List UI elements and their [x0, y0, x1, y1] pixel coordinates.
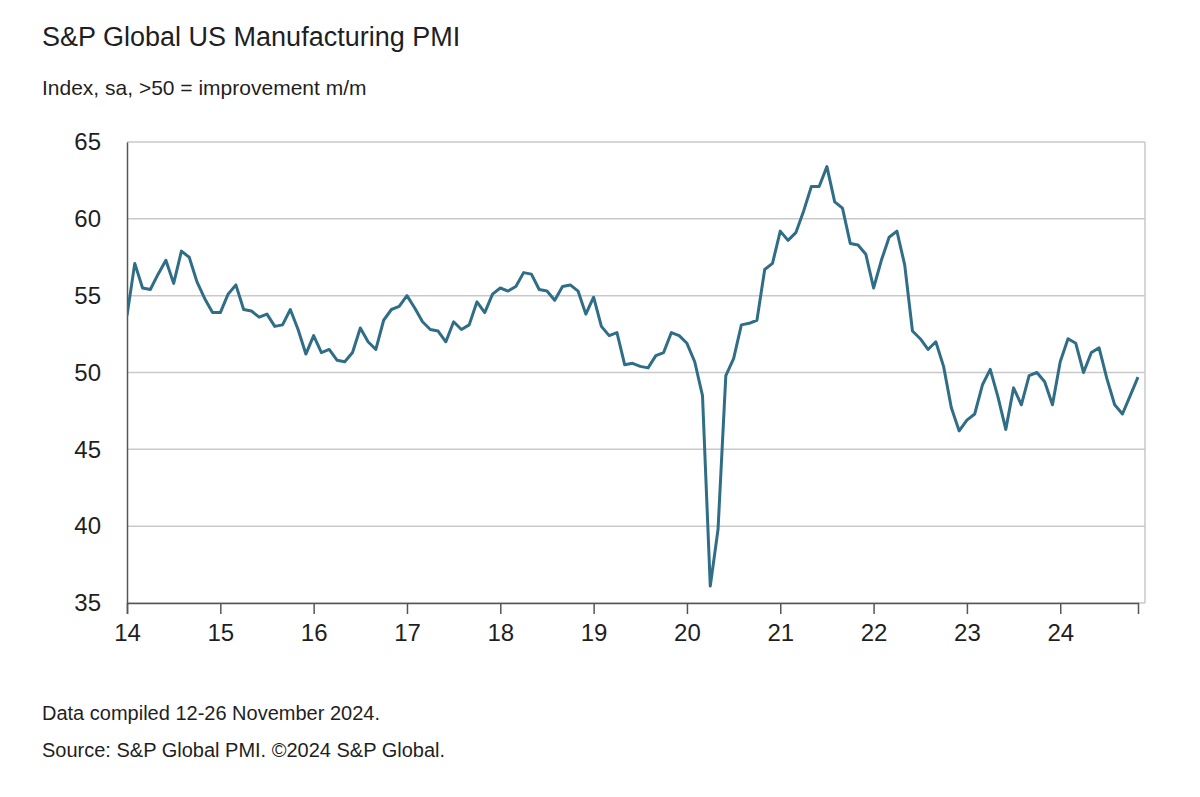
x-tick-label: 17: [394, 619, 421, 646]
x-tick-label: 23: [954, 619, 981, 646]
grid-line: [127, 525, 1145, 527]
x-tick: 17: [394, 603, 421, 646]
grid-line: [127, 218, 1145, 220]
x-tick-label: 21: [767, 619, 794, 646]
x-tick-label: 18: [487, 619, 514, 646]
footnote: Source: S&P Global PMI. ©2024 S&P Global…: [42, 739, 445, 761]
x-tick: 21: [767, 603, 794, 646]
pmi-line: [127, 167, 1138, 587]
x-tick: 23: [954, 603, 981, 646]
x-tick-label: 24: [1047, 619, 1074, 646]
x-tick-mark: [1060, 603, 1062, 614]
y-tick: 50: [74, 359, 127, 386]
x-tick-label: 15: [207, 619, 234, 646]
x-tick-mark: [127, 603, 129, 614]
x-tick-mark: [500, 603, 502, 614]
x-tick-mark: [687, 603, 689, 614]
y-tick: 55: [74, 282, 127, 309]
y-tick-label: 60: [74, 205, 101, 232]
y-tick-label: 40: [74, 512, 101, 539]
x-tick: 20: [674, 603, 701, 646]
x-tick-mark: [873, 603, 875, 614]
plot-frame-right: [1144, 142, 1146, 603]
subtitle: Index, sa, >50 = improvement m/m: [42, 76, 366, 99]
x-tick: 24: [1047, 603, 1074, 646]
grid-line: [127, 295, 1145, 297]
y-axis: 35 40 45 50 55 60 65: [74, 128, 127, 616]
y-axis-line: [127, 143, 129, 604]
title: S&P Global US Manufacturing PMI: [42, 22, 460, 52]
x-tick-label: 22: [861, 619, 888, 646]
chart: S&P Global US Manufacturing PMI Index, sa…: [0, 0, 1200, 797]
x-tick-mark: [967, 603, 969, 614]
y-tick: 45: [74, 436, 127, 463]
grid-line: [127, 449, 1145, 451]
x-tick-label: 14: [114, 619, 141, 646]
y-tick-label: 65: [74, 128, 101, 155]
x-tick: 22: [861, 603, 888, 646]
y-tick: 35: [74, 589, 127, 616]
grid-line: [127, 141, 1145, 143]
y-tick-label: 35: [74, 589, 101, 616]
x-tick-mark: [220, 603, 222, 614]
x-tick-mark: [593, 603, 595, 614]
x-tick: 19: [581, 603, 608, 646]
x-tick-mark: [780, 603, 782, 614]
x-tick-mark: [407, 603, 409, 614]
x-tick: 14: [114, 603, 141, 646]
y-tick-label: 55: [74, 282, 101, 309]
y-tick: 40: [74, 512, 127, 539]
x-tick: 18: [487, 603, 514, 646]
x-tick-label: 16: [301, 619, 328, 646]
y-tick: 65: [74, 128, 127, 155]
y-tick: 60: [74, 205, 127, 232]
x-tick-mark: [313, 603, 315, 614]
x-axis: 14 15 16 17 18 19 20 21 22 23 24: [114, 603, 1138, 646]
x-tick: 16: [301, 603, 328, 646]
x-tick: 15: [207, 603, 234, 646]
x-tick-label: 20: [674, 619, 701, 646]
footnote: Data compiled 12-26 November 2024.: [42, 702, 380, 724]
grid: [127, 142, 1145, 603]
y-tick-label: 50: [74, 359, 101, 386]
x-tick-label: 19: [581, 619, 608, 646]
y-tick-label: 45: [74, 436, 101, 463]
x-axis-line: [128, 604, 1139, 615]
plot-area: [127, 167, 1138, 587]
